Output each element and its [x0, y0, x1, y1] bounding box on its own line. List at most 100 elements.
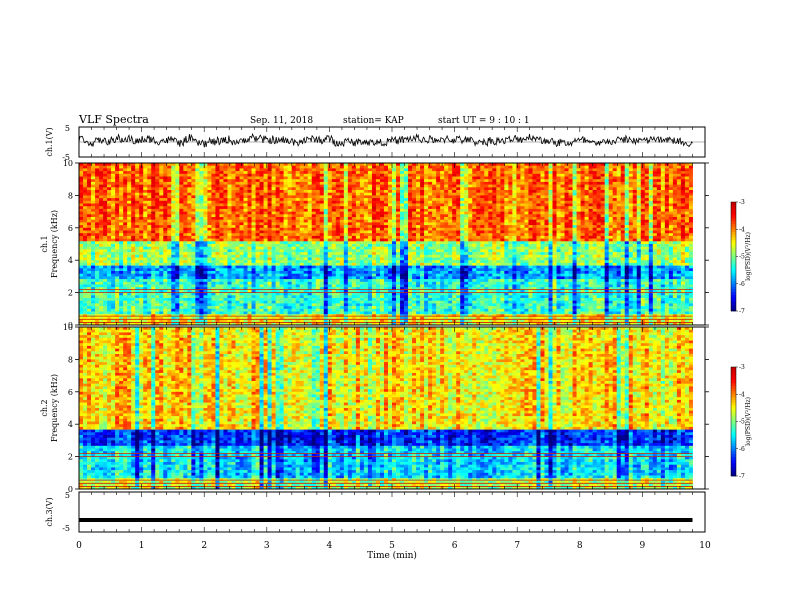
- ch1-spectrogram-cell: [131, 184, 136, 188]
- ch1-spectrogram-cell: [396, 190, 401, 193]
- ch1-spectrogram-cell: [115, 257, 120, 261]
- ch1-spectrogram-cell: [363, 322, 369, 326]
- ch1-spectrogram-cell: [123, 295, 128, 299]
- ch1-spectrogram-cell: [287, 192, 292, 196]
- ch1-spectrogram-cell: [123, 184, 128, 188]
- ch1-spectrogram-cell: [263, 276, 268, 280]
- ch1-spectrogram-cell: [279, 281, 284, 285]
- ch1-spectrogram-cell: [175, 173, 180, 177]
- ch1-spectrogram-cell: [331, 241, 337, 245]
- ch1-spectrogram-cell: [211, 235, 216, 239]
- ch1-spectrogram-cell: [219, 273, 224, 277]
- ch1-spectrogram-cell: [259, 284, 264, 288]
- ch1-spectrogram-cell: [223, 208, 228, 212]
- ch1-spectrogram-cell: [127, 260, 132, 264]
- ch1-spectrogram-cell: [91, 316, 96, 320]
- ch1-spectrogram-cell: [247, 176, 252, 180]
- ch1-spectrogram-cell: [283, 292, 288, 296]
- ch1-spectrogram-cell: [199, 316, 204, 320]
- ch1-spectrogram-cell: [167, 265, 172, 269]
- ch1-spectrogram-cell: [363, 176, 369, 180]
- ch1-spectrogram-cell: [375, 203, 381, 207]
- ch1-spectrogram-cell: [187, 322, 192, 326]
- ch1-spectrogram-cell: [183, 295, 188, 299]
- ch1-spectrogram-cell: [387, 306, 393, 310]
- ch1-spectrogram-cell: [327, 273, 333, 277]
- ch1-spectrogram-cell: [199, 319, 204, 323]
- ch1-spectrogram-cell: [179, 176, 184, 180]
- ch1-spectrogram-cell: [327, 208, 333, 212]
- ch1-spectrogram-cell: [343, 287, 349, 291]
- ch1-spectrogram-cell: [335, 214, 341, 218]
- ch1-spectrogram-cell: [163, 179, 168, 183]
- ch1-spectrogram-cell: [135, 284, 140, 288]
- ch1-spectrogram-cell: [271, 222, 276, 226]
- ch1-spectrogram-cell: [211, 214, 216, 218]
- ch1-spectrogram-cell: [363, 273, 369, 277]
- ch1-spectrogram-cell: [287, 225, 292, 229]
- ch1-spectrogram-cell: [279, 179, 284, 183]
- ch1-spectrogram-cell: [79, 262, 84, 266]
- ch1-spectrogram-cell: [400, 171, 405, 175]
- ch1-spectrogram-cell: [195, 200, 200, 204]
- ch1-spectrogram-cell: [291, 227, 296, 231]
- ch1-spectrogram-cell: [175, 308, 180, 312]
- ch1-spectrogram-cell: [199, 257, 204, 261]
- ch1-spectrogram-cell: [295, 187, 300, 191]
- ch1-spectrogram-cell: [375, 195, 381, 199]
- ch1-spectrogram-cell: [231, 233, 236, 237]
- ch1-spectrogram-cell: [215, 203, 220, 207]
- ch1-spectrogram-cell: [103, 281, 108, 285]
- ch1-spectrogram-cell: [95, 268, 100, 272]
- ch1-spectrogram-cell: [379, 322, 385, 326]
- ch1-spectrogram-cell: [179, 268, 184, 272]
- ch1-spectrogram-cell: [211, 322, 216, 326]
- ch1-spectrogram-cell: [151, 246, 156, 250]
- ch1-spectrogram-cell: [371, 230, 377, 234]
- ch1-spectrogram-cell: [287, 284, 292, 288]
- ch1-spectrogram-cell: [239, 300, 244, 304]
- ch1-spectrogram-cell: [335, 281, 341, 285]
- ch1-spectrogram-cell: [207, 206, 212, 210]
- ch1-spectrogram-cell: [195, 254, 200, 258]
- ch1-spectrogram-cell: [195, 292, 200, 296]
- ch1-spectrogram-cell: [175, 181, 180, 185]
- ch1-spectrogram-cell: [355, 279, 361, 283]
- ch1-spectrogram-cell: [295, 238, 300, 242]
- ch1-spectrogram-cell: [392, 289, 397, 293]
- ch1-spectrogram-cell: [339, 268, 345, 272]
- ch1-spectrogram-cell: [179, 311, 184, 315]
- ch1-spectrogram-cell: [400, 187, 405, 191]
- ch1-spectrogram-cell: [331, 179, 337, 183]
- ch1-spectrogram-cell: [159, 214, 164, 218]
- ch1-spectrogram-cell: [155, 300, 160, 304]
- ch1-spectrogram-cell: [359, 179, 365, 183]
- ch1-spectrogram-cell: [215, 184, 220, 188]
- ch1-spectrogram-cell: [127, 211, 132, 215]
- ch1-spectrogram-cell: [291, 200, 296, 204]
- ch1-spectrogram-cell: [311, 190, 317, 193]
- ch1-spectrogram-cell: [243, 322, 248, 326]
- ch1-spectrogram-cell: [91, 179, 96, 183]
- ch1-spectrogram-cell: [351, 227, 357, 231]
- ch1-spectrogram-cell: [367, 241, 373, 245]
- ch1-spectrogram-cell: [263, 200, 268, 204]
- ch1-spectrogram-cell: [115, 206, 120, 210]
- ch1-spectrogram-cell: [227, 227, 232, 231]
- ch1-spectrogram-cell: [123, 300, 128, 304]
- ch1-spectrogram-cell: [367, 260, 373, 264]
- ch1-spectrogram-cell: [267, 173, 272, 177]
- ch1-spectrogram-cell: [207, 322, 212, 326]
- ch1-spectrogram-cell: [243, 276, 248, 280]
- ch1-spectrogram-cell: [359, 316, 365, 320]
- ch1-spectrogram-cell: [95, 252, 100, 256]
- ch1-spectrogram-cell: [183, 289, 188, 293]
- ch1-spectrogram-cell: [247, 235, 252, 239]
- ch1-spectrogram-cell: [179, 281, 184, 285]
- ch1-spectrogram-cell: [243, 303, 248, 307]
- ch1-spectrogram-cell: [303, 260, 309, 264]
- ch1-spectrogram-cell: [331, 287, 337, 291]
- ch1-spectrogram-cell: [83, 214, 88, 218]
- ch1-spectrogram-cell: [263, 227, 268, 231]
